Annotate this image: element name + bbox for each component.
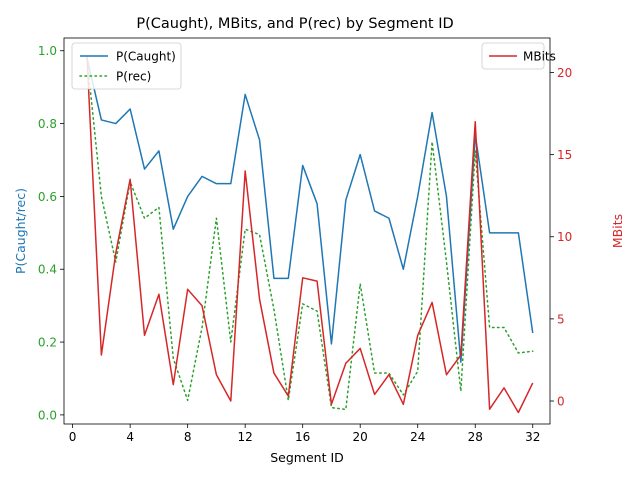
x-tick-label: 32 — [525, 430, 540, 444]
x-axis-label: Segment ID — [270, 450, 344, 465]
left-legend-box — [71, 42, 182, 90]
x-tick-label: 16 — [295, 430, 310, 444]
x-tick-label: 24 — [410, 430, 425, 444]
x-tick-label: 4 — [126, 430, 134, 444]
y-right-tick-label: 5 — [557, 312, 565, 326]
x-tick-label: 8 — [184, 430, 192, 444]
series-line-p-caught — [86, 57, 534, 363]
legend-label-p-caught: P(Caught) — [116, 50, 176, 64]
y-left-tick-label: 1.0 — [38, 44, 57, 58]
y-left-tick-label: 0.6 — [38, 190, 57, 204]
y-left-tick-label: 0.0 — [38, 408, 57, 422]
series-line-mbits — [86, 56, 534, 414]
y-right-tick-label: 15 — [557, 148, 572, 162]
y-left-tick-label: 0.2 — [38, 336, 57, 350]
y-left-axis-label: P(Caught/rec) — [13, 188, 28, 274]
y-left-tick-label: 0.4 — [38, 263, 57, 277]
y-right-tick-label: 0 — [557, 395, 565, 409]
series-line-p-rec — [86, 57, 534, 411]
x-tick-label: 20 — [353, 430, 368, 444]
chart-title: P(Caught), MBits, and P(rec) by Segment … — [136, 16, 453, 32]
legend-label-p-rec: P(rec) — [116, 70, 151, 84]
x-tick-label: 0 — [69, 430, 77, 444]
x-tick-label: 12 — [238, 430, 253, 444]
y-right-axis-label: MBits — [610, 214, 625, 248]
y-right-tick-label: 10 — [557, 230, 572, 244]
axes-frame — [63, 37, 551, 425]
legend-label-mbits: MBits — [523, 50, 556, 64]
x-tick-label: 28 — [468, 430, 483, 444]
y-left-tick-label: 0.8 — [38, 117, 57, 131]
plot-area: 0 4 8 12 16 20 24 28 32 0.0 0.2 0.4 0.6 0.8 1.0 0 5 10 15 2… — [13, 37, 625, 465]
y-right-tick-label: 20 — [557, 66, 572, 80]
